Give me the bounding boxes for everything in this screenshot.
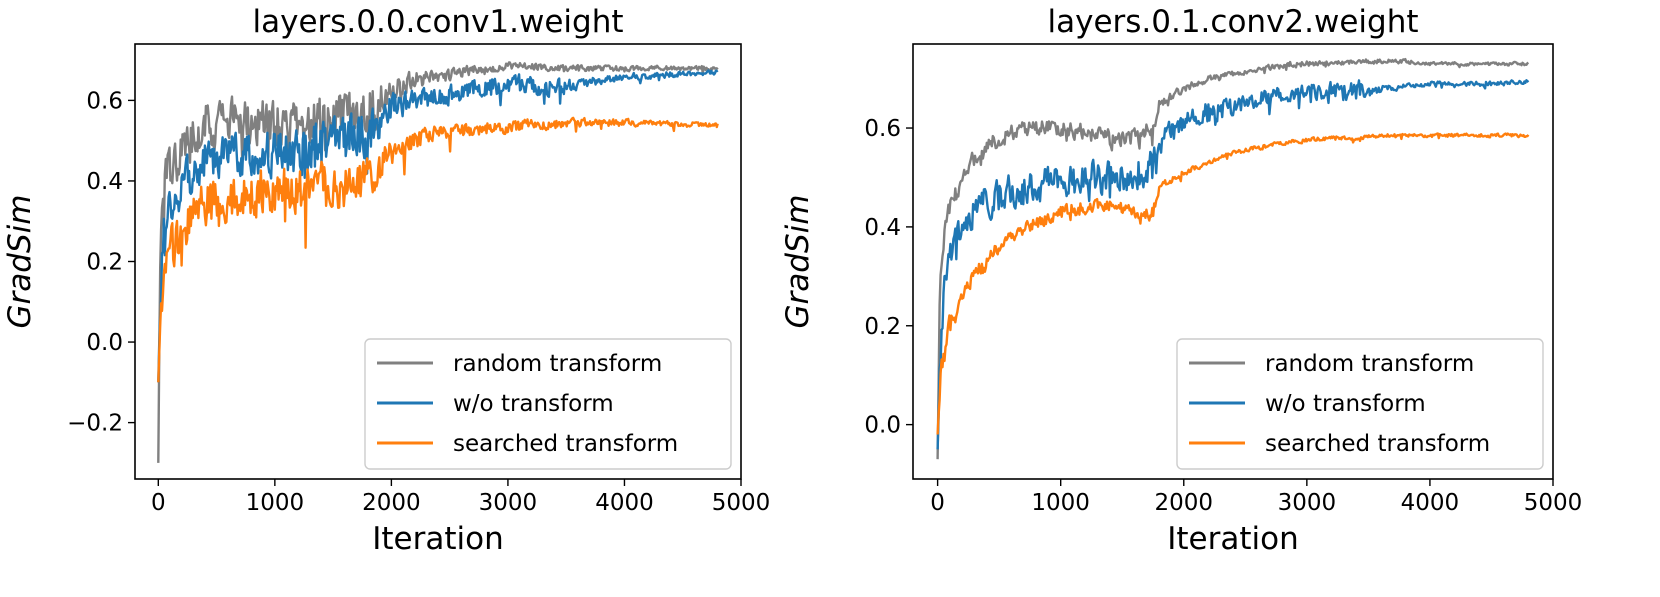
y-tick-label: 0.0 [86, 330, 123, 356]
legend: random transform w/o transform searched tr… [1176, 338, 1544, 470]
x-tick-label: 5000 [1524, 490, 1583, 516]
legend-label: searched transform [1265, 431, 1490, 457]
series-line-random-transform [157, 61, 719, 463]
y-tick-label: 0.6 [86, 88, 123, 114]
x-tick-label: 1000 [1031, 490, 1090, 516]
x-tick-label: 2000 [362, 490, 421, 516]
chart-title: layers.0.0.conv1.weight [252, 4, 623, 40]
x-tick-label: 0 [930, 490, 945, 516]
x-tick-label: 2000 [1154, 490, 1213, 516]
x-axis-label: Iteration [1167, 521, 1299, 557]
y-tick-label: 0.4 [86, 169, 123, 195]
y-axis-label: GradSim [2, 195, 38, 329]
legend-label: random transform [453, 351, 662, 377]
legend-label: searched transform [453, 431, 678, 457]
series-line-w-o-transform [157, 69, 719, 383]
series-line-searched-transform [936, 132, 1530, 435]
legend: random transform w/o transform searched tr… [364, 338, 732, 470]
chart-panel-1: 0 1000 2000 3000 4000 5000 −0.2 0.0 0.2 0.4 0.6 lay… [2, 4, 770, 557]
x-tick-label: 3000 [1278, 490, 1337, 516]
legend-label: w/o transform [453, 391, 614, 417]
y-tick-label: 0.4 [864, 215, 901, 241]
x-axis-label: Iteration [372, 521, 504, 557]
x-tick-label: 0 [151, 490, 166, 516]
legend-box [364, 338, 732, 470]
axes-frame [912, 43, 1554, 480]
x-tick-label: 3000 [479, 490, 538, 516]
y-axis-label: GradSim [780, 195, 816, 329]
chart-title: layers.0.1.conv2.weight [1047, 4, 1418, 40]
y-tick-label: 0.2 [86, 250, 123, 276]
x-tick-label: 1000 [246, 490, 305, 516]
series-line-w-o-transform [936, 79, 1530, 450]
series-group [157, 61, 719, 463]
y-tick-label: 0.6 [864, 116, 901, 142]
legend-label: w/o transform [1265, 391, 1426, 417]
legend-label: random transform [1265, 351, 1474, 377]
x-tick-label: 5000 [712, 490, 771, 516]
chart-panel-2: 0 1000 2000 3000 4000 5000 0.0 0.2 0.4 0.6 layers.… [780, 4, 1582, 557]
x-tick-label: 4000 [595, 490, 654, 516]
series-line-random-transform [936, 57, 1530, 460]
y-tick-label: 0.2 [864, 314, 901, 340]
legend-box [1176, 338, 1544, 470]
x-tick-label: 4000 [1401, 490, 1460, 516]
y-tick-label: 0.0 [864, 413, 901, 439]
y-tick-label: −0.2 [67, 411, 123, 437]
series-line-searched-transform [157, 116, 719, 383]
series-group [936, 57, 1530, 460]
